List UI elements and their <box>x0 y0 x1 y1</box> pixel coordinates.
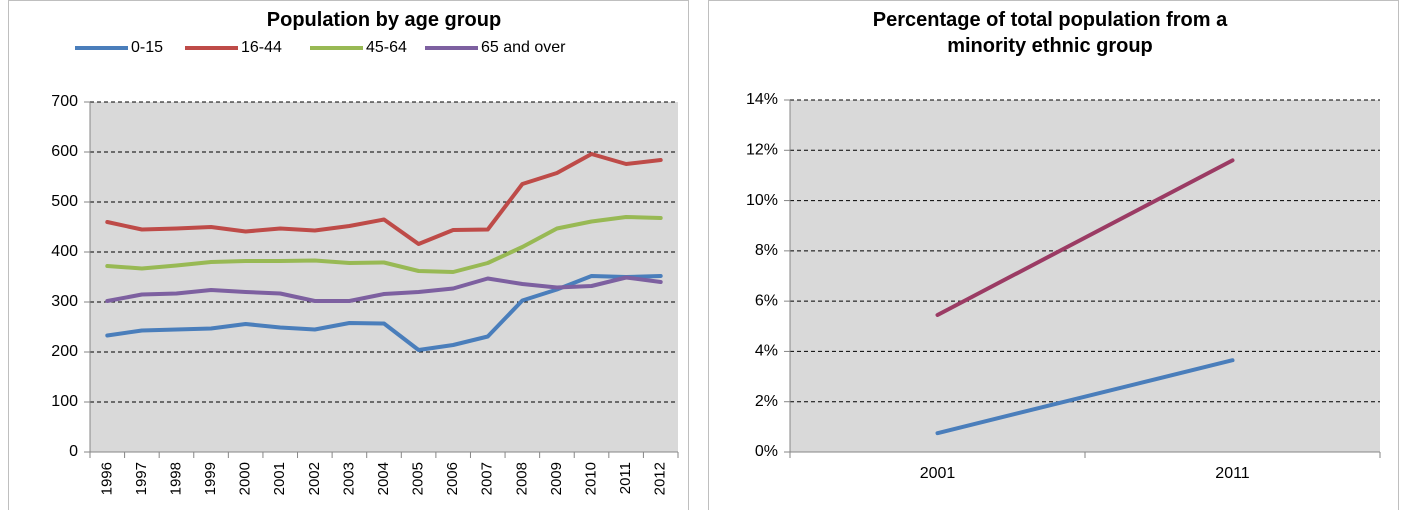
y-tick-label: 700 <box>51 93 78 110</box>
x-tick-label: 2004 <box>375 462 392 495</box>
x-tick-label: 2010 <box>582 462 599 495</box>
y-tick-label: 200 <box>51 343 78 360</box>
x-tick-label: 2005 <box>410 462 427 495</box>
x-tick-label: 2006 <box>444 462 461 495</box>
y-tick-label: 100 <box>51 393 78 410</box>
x-tick-label: 2008 <box>513 462 530 495</box>
y-tick-label: 8% <box>755 242 778 259</box>
x-tick-label: 2011 <box>1215 465 1250 482</box>
line-series <box>935 158 1235 317</box>
x-tick-label: 2003 <box>340 462 357 495</box>
x-tick-label: 2001 <box>271 462 288 495</box>
y-tick-label: 0 <box>69 443 78 460</box>
line-series <box>935 358 1235 436</box>
chart-title: Percentage of total population from a mi… <box>872 9 1228 57</box>
line-series <box>105 215 663 274</box>
legend-label: 0-15 <box>131 39 163 56</box>
chart-title: Population by age group <box>266 9 502 31</box>
y-tick-label: 14% <box>746 91 778 108</box>
x-tick-label: 1999 <box>202 462 219 495</box>
y-tick-label: 500 <box>51 193 78 210</box>
y-tick-label: 4% <box>755 343 778 360</box>
y-tick-label: 10% <box>746 192 778 209</box>
x-tick-label: 2001 <box>920 465 956 482</box>
y-tick-label: 600 <box>51 143 78 160</box>
line-series <box>105 275 663 303</box>
x-tick-label: 2012 <box>652 462 669 495</box>
y-tick-label: 12% <box>746 142 778 159</box>
legend-label: 65 and over <box>481 39 566 56</box>
x-tick-label: 2009 <box>548 462 565 495</box>
x-tick-label: 2002 <box>306 462 323 495</box>
line-series <box>105 152 663 246</box>
x-tick-label: 1997 <box>133 462 150 495</box>
x-tick-label: 1998 <box>167 462 184 495</box>
legend-label: 45-64 <box>366 39 407 56</box>
y-tick-label: 2% <box>755 393 778 410</box>
x-tick-label: 2011 <box>617 462 634 494</box>
x-tick-label: 2007 <box>479 462 496 495</box>
plot-area <box>790 100 1380 452</box>
y-tick-label: 400 <box>51 243 78 260</box>
y-tick-label: 6% <box>755 292 778 309</box>
legend-label: 16-44 <box>241 39 282 56</box>
y-tick-label: 300 <box>51 293 78 310</box>
x-tick-label: 2000 <box>237 462 254 495</box>
y-tick-label: 0% <box>755 443 778 460</box>
x-tick-label: 1996 <box>98 462 115 495</box>
